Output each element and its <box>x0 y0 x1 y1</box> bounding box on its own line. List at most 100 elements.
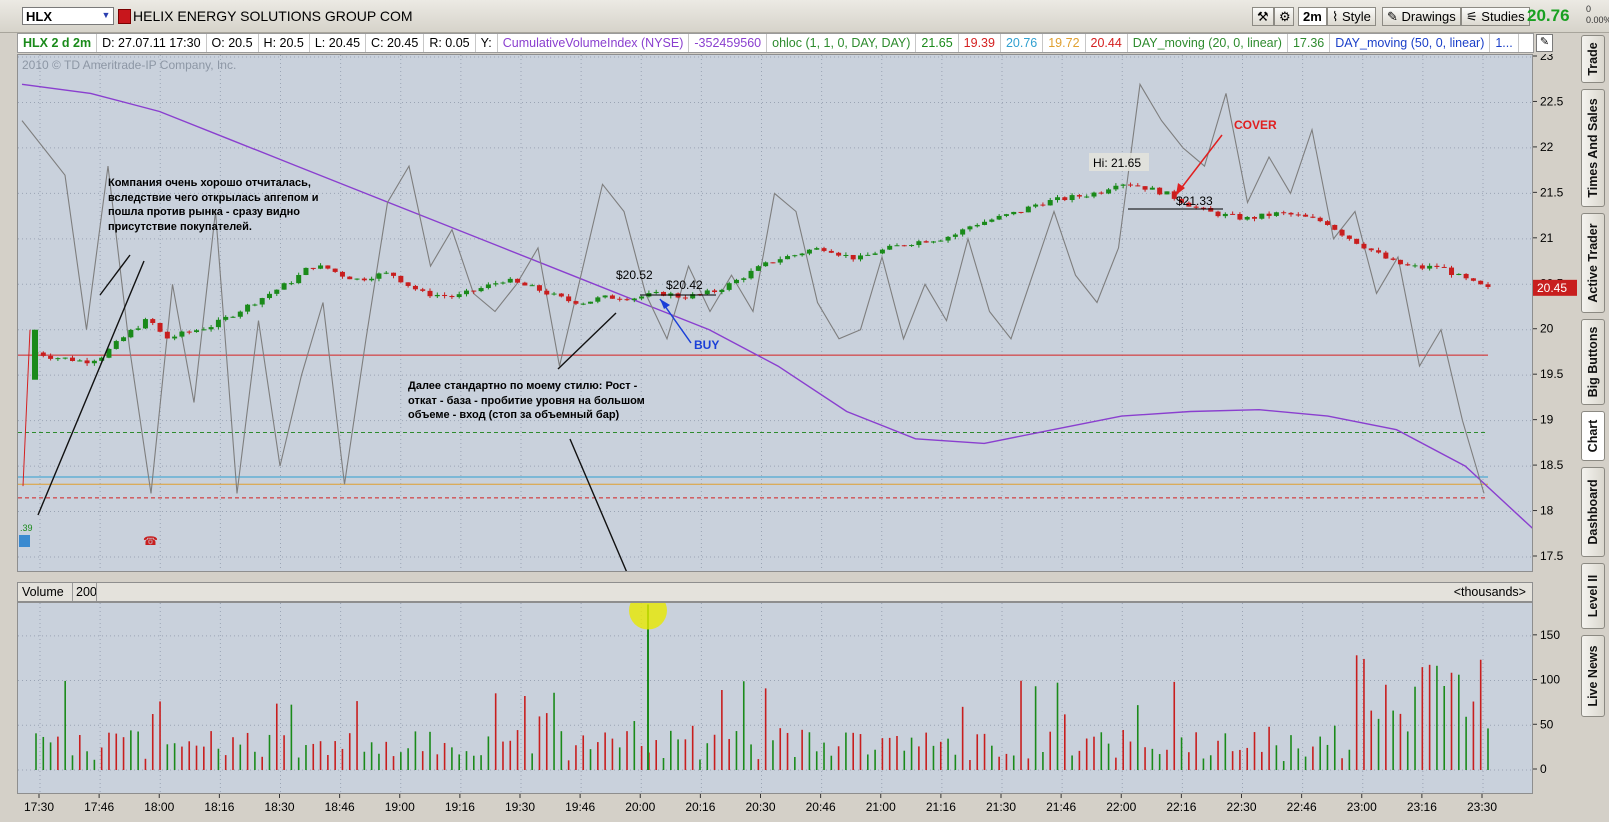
tab-big-buttons[interactable]: Big Buttons <box>1581 319 1605 405</box>
candle-body <box>909 245 915 247</box>
tab-live-news[interactable]: Live News <box>1581 635 1605 717</box>
candle-body <box>741 278 747 280</box>
candle-body <box>1164 191 1170 195</box>
candle-body <box>631 298 637 301</box>
drawings-label: Drawings <box>1401 9 1456 24</box>
price-tick-label-11: 23 <box>1540 54 1554 63</box>
pencil-icon: ✎ <box>1387 9 1402 24</box>
tab-times-and-sales[interactable]: Times And Sales <box>1581 89 1605 207</box>
vol-tick-label-3: 150 <box>1540 628 1560 642</box>
volume-units: <thousands> <box>1453 585 1526 599</box>
style-button[interactable]: ⌇ Style <box>1327 7 1376 26</box>
candle-body <box>894 245 900 247</box>
chart-title[interactable]: HLX 2 d 2m <box>18 34 98 52</box>
candle-body <box>91 360 97 364</box>
alert-icon[interactable] <box>118 9 131 24</box>
time-tick-label-16: 21:30 <box>986 800 1016 814</box>
candle-body <box>595 297 601 302</box>
candle-body <box>1412 265 1418 267</box>
study-cvi-value: -352459560 <box>689 34 768 52</box>
candle-body <box>719 289 725 293</box>
candle-body <box>843 254 849 256</box>
candle-body <box>106 348 112 358</box>
study-cvi[interactable]: CumulativeVolumeIndex (NYSE) <box>498 34 690 52</box>
candle-body <box>339 271 345 277</box>
candle-body <box>529 285 535 287</box>
symbol-input[interactable]: HLX <box>22 7 114 25</box>
candle-body <box>1273 212 1279 216</box>
price-tick-label-9: 22 <box>1540 140 1554 154</box>
candle-body <box>99 357 105 361</box>
candle-body <box>850 254 856 260</box>
candle-body <box>1106 189 1112 194</box>
candle-body <box>1003 214 1009 216</box>
candle-body <box>1127 184 1133 186</box>
tab-chart[interactable]: Chart <box>1581 411 1605 461</box>
hi-label-bg <box>1089 153 1149 171</box>
candle-body <box>974 224 980 227</box>
price-tick-label-4: 19.5 <box>1540 367 1564 381</box>
tab-trade[interactable]: Trade <box>1581 35 1605 83</box>
price-tick-label-3: 19 <box>1540 413 1554 427</box>
candle-body <box>281 283 287 290</box>
candle-body <box>544 290 550 295</box>
candle-body <box>325 265 331 269</box>
candle-body <box>1324 221 1330 225</box>
candle-body <box>347 276 353 280</box>
hi-label: Hi: 21.65 <box>1093 156 1141 170</box>
candle-body <box>828 250 834 253</box>
candle-body <box>938 240 944 242</box>
candle-body <box>310 267 316 269</box>
candle-body <box>887 245 893 250</box>
candle-body <box>1456 273 1462 276</box>
studies-icon: ⚟ <box>1466 9 1482 24</box>
time-tick-label-7: 19:16 <box>445 800 475 814</box>
candle-body <box>296 275 302 284</box>
tab-level-ii[interactable]: Level II <box>1581 563 1605 629</box>
price-axis-svg: 17.51818.51919.52020.52121.52222.52320.4… <box>1533 49 1577 563</box>
candle-body <box>617 298 623 300</box>
timeframe-button[interactable]: 2m <box>1298 7 1327 26</box>
study-ma20[interactable]: DAY_moving (20, 0, linear) <box>1128 34 1288 52</box>
candle-body <box>266 293 272 299</box>
candle-body <box>1354 238 1360 244</box>
side-tabs: Trade Times And Sales Active Trader Big … <box>1578 33 1609 819</box>
candle-body <box>252 304 258 306</box>
candle-body <box>1295 214 1301 216</box>
tab-active-trader[interactable]: Active Trader <box>1581 213 1605 313</box>
candle-body <box>726 283 732 290</box>
volume-plot[interactable] <box>17 602 1533 794</box>
time-tick-label-14: 21:00 <box>866 800 896 814</box>
copyright-text: 2010 © TD Ameritrade-IP Company, Inc. <box>22 58 237 72</box>
candle-body <box>1230 213 1236 215</box>
candle-body <box>690 294 696 299</box>
study-ma50[interactable]: DAY_moving (50, 0, linear) <box>1330 34 1491 52</box>
settings-icon[interactable]: ⚙ <box>1274 7 1294 26</box>
drawings-button[interactable]: ✎ Drawings <box>1382 7 1461 26</box>
candle-body <box>1427 265 1433 269</box>
time-tick-label-13: 20:46 <box>806 800 836 814</box>
candle-body <box>478 288 484 292</box>
candle-body <box>1266 213 1272 216</box>
price-plot[interactable]: $20.52 $20.42 BUY COVER Hi: 21.65 $21.33.39 ☎ … <box>17 54 1533 572</box>
candle-body <box>1390 258 1396 260</box>
tab-dashboard[interactable]: Dashboard <box>1581 467 1605 557</box>
candle-body <box>55 358 61 360</box>
link-icon[interactable]: ⚒ <box>1252 7 1274 26</box>
candle-body <box>1361 243 1367 249</box>
candle-body <box>274 289 280 294</box>
studies-label: Studies <box>1481 9 1525 24</box>
time-tick-label-8: 19:30 <box>505 800 535 814</box>
studies-button[interactable]: ⚟ Studies <box>1461 7 1530 26</box>
candle-body <box>361 278 367 281</box>
edit-icon[interactable]: ✎ <box>1536 34 1553 52</box>
candle-body <box>639 296 645 299</box>
candle-body <box>434 294 440 297</box>
candle-body <box>1025 206 1031 213</box>
time-tick-label-4: 18:30 <box>264 800 294 814</box>
study-ohloc[interactable]: ohloc (1, 1, 0, DAY, DAY) <box>767 34 917 52</box>
symbol-dropdown-icon[interactable]: ▼ <box>101 10 111 20</box>
volume-chart-svg <box>18 603 1532 793</box>
candle-body <box>1281 212 1287 214</box>
candle-body <box>1193 206 1199 208</box>
